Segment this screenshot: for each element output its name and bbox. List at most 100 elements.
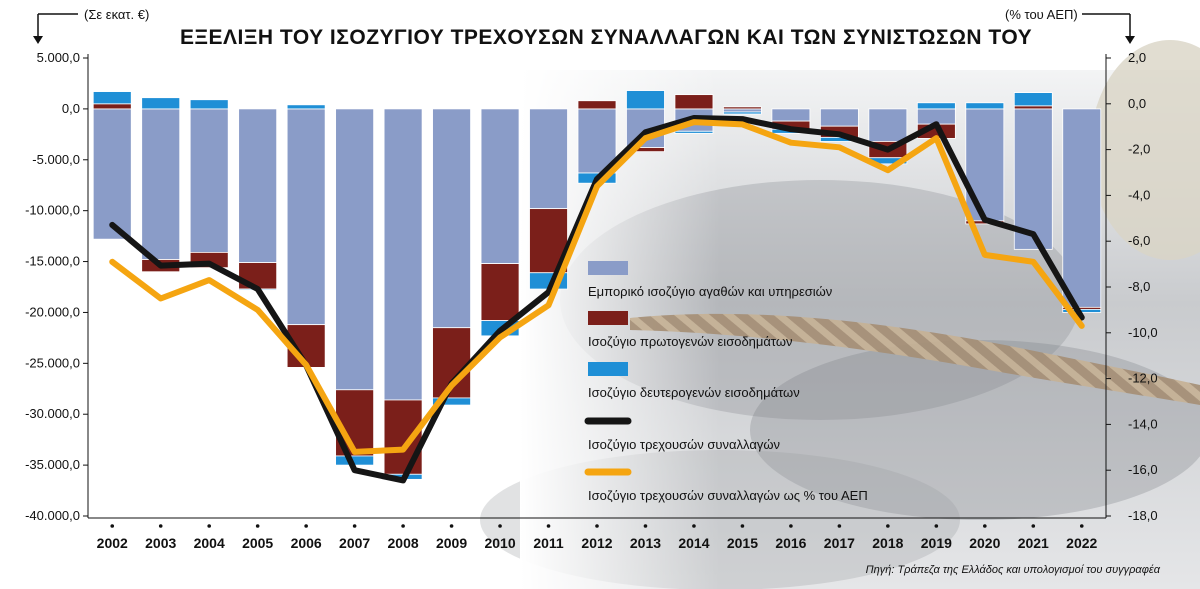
left-tick-label: -30.000,0 bbox=[25, 406, 80, 421]
bar-trade bbox=[771, 108, 811, 122]
x-tick-label: 2003 bbox=[145, 535, 176, 551]
axes: 5.000,0 0,0 -5.000,0 -10.000,0 -15.000,0 -20.… bbox=[25, 50, 1158, 551]
x-tick-label: 2015 bbox=[727, 535, 758, 551]
source-note: Πηγή: Τράπεζα της Ελλάδος και υπολογισμο… bbox=[866, 564, 1161, 576]
right-tick-label: -6,0 bbox=[1128, 233, 1150, 248]
bar-secondary bbox=[674, 130, 714, 134]
legend-swatch bbox=[588, 362, 628, 376]
bar-secondary bbox=[723, 111, 762, 115]
x-tick-dot bbox=[352, 524, 357, 528]
x-tick-label: 2005 bbox=[242, 535, 273, 551]
x-tick-dot bbox=[401, 524, 405, 528]
right-tick-label: -16,0 bbox=[1128, 462, 1158, 477]
x-tick-label: 2014 bbox=[678, 535, 709, 551]
right-tick-label: -2,0 bbox=[1128, 142, 1150, 157]
x-tick-label: 2013 bbox=[630, 535, 661, 551]
legend-swatch bbox=[588, 261, 628, 275]
chart-title: ΕΞΕΛΙΞΗ ΤΟΥ ΙΣΟΖΥΓΙΟΥ ΤΡΕΧΟΥΣΩΝ ΣΥΝΑΛΛΑΓ… bbox=[180, 26, 1032, 49]
x-tick-label: 2021 bbox=[1018, 535, 1049, 551]
x-tick-label: 2010 bbox=[484, 535, 515, 551]
bar-trade bbox=[965, 108, 1005, 222]
bar-secondary bbox=[92, 91, 132, 105]
bar-primary bbox=[383, 399, 423, 475]
x-tick-dot bbox=[449, 524, 454, 528]
lines bbox=[109, 115, 1085, 484]
right-tick-label: -4,0 bbox=[1128, 187, 1150, 202]
legend-label: Εμπορικό ισοζύγιο αγαθών και υπηρεσιών bbox=[588, 284, 832, 299]
x-tick-dot bbox=[740, 524, 745, 528]
x-tick-dot bbox=[207, 524, 211, 528]
left-tick-label: -25.000,0 bbox=[25, 355, 80, 370]
x-tick-dot bbox=[595, 524, 599, 528]
legend: Εμπορικό ισοζύγιο αγαθών και υπηρεσιών Ισ… bbox=[584, 261, 868, 503]
x-tick-dot bbox=[304, 524, 308, 528]
legend-swatch bbox=[588, 311, 628, 325]
x-tick-label: 2011 bbox=[533, 535, 564, 551]
bar-trade bbox=[92, 108, 132, 240]
legend-label: Ισοζύγιο τρεχουσών συναλλαγών bbox=[588, 437, 780, 452]
right-axis-unit: (% του ΑΕΠ) bbox=[1005, 7, 1078, 22]
x-tick-label: 2002 bbox=[97, 535, 128, 551]
left-tick-label: -15.000,0 bbox=[25, 254, 80, 269]
x-tick-label: 2012 bbox=[581, 535, 612, 551]
x-tick-dot bbox=[886, 524, 890, 528]
legend-label: Ισοζύγιο πρωτογενών εισοδημάτων bbox=[588, 334, 793, 349]
bar-trade bbox=[1013, 108, 1053, 250]
x-tick-dot bbox=[1031, 524, 1036, 528]
bar-trade bbox=[1062, 108, 1102, 308]
x-tick-dot bbox=[110, 524, 115, 528]
x-tick-label: 2019 bbox=[921, 535, 952, 551]
x-tick-label: 2009 bbox=[436, 535, 467, 551]
x-tick-dot bbox=[643, 524, 648, 528]
left-axis-unit: (Σε εκατ. €) bbox=[84, 7, 149, 22]
bar-trade bbox=[383, 108, 423, 401]
bar-primary bbox=[92, 103, 132, 110]
x-tick-dot bbox=[1079, 524, 1084, 528]
bar-trade bbox=[335, 108, 375, 391]
right-tick-label: -14,0 bbox=[1128, 416, 1158, 431]
bar-trade bbox=[238, 108, 278, 263]
bar-primary bbox=[674, 94, 714, 110]
bar-trade bbox=[141, 108, 181, 260]
x-tick-dot bbox=[789, 524, 793, 528]
left-unit-arrow-icon bbox=[33, 13, 78, 44]
x-tick-dot bbox=[255, 524, 260, 528]
x-tick-label: 2022 bbox=[1066, 535, 1097, 551]
x-tick-label: 2004 bbox=[194, 535, 225, 551]
bar-trade bbox=[529, 108, 568, 210]
x-tick-label: 2016 bbox=[775, 535, 806, 551]
current-account-line bbox=[109, 115, 1085, 484]
bar-trade bbox=[819, 108, 859, 127]
bar-trade bbox=[480, 108, 520, 264]
right-tick-label: -8,0 bbox=[1128, 279, 1150, 294]
x-tick-dot bbox=[934, 524, 939, 528]
left-tick-label: -35.000,0 bbox=[25, 457, 80, 472]
bar-secondary bbox=[189, 99, 229, 110]
bar-secondary bbox=[1013, 92, 1053, 107]
x-tick-label: 2020 bbox=[969, 535, 1000, 551]
bar-secondary bbox=[286, 104, 326, 110]
x-tick-label: 2018 bbox=[872, 535, 903, 551]
bar-primary bbox=[577, 100, 617, 110]
bar-secondary bbox=[141, 97, 181, 110]
x-tick-dot bbox=[983, 524, 987, 528]
x-tick-dot bbox=[546, 524, 551, 528]
x-tick-dot bbox=[498, 524, 502, 528]
left-tick-label: -10.000,0 bbox=[25, 203, 80, 218]
x-tick-label: 2006 bbox=[291, 535, 322, 551]
bar-primary bbox=[723, 106, 762, 110]
right-tick-label: -12,0 bbox=[1128, 371, 1158, 386]
bar-trade bbox=[723, 108, 762, 113]
legend-label: Ισοζύγιο τρεχουσών συναλλαγών ως % του Α… bbox=[588, 488, 868, 503]
bar-secondary bbox=[432, 397, 471, 406]
x-tick-dot bbox=[158, 524, 163, 528]
right-tick-label: -18,0 bbox=[1128, 508, 1158, 523]
right-tick-label: 0,0 bbox=[1128, 96, 1146, 111]
x-tick-label: 2017 bbox=[824, 535, 855, 551]
bar-secondary bbox=[916, 102, 956, 110]
x-tick-label: 2007 bbox=[339, 535, 370, 551]
right-tick-label: -10,0 bbox=[1128, 325, 1158, 340]
bar-trade bbox=[432, 108, 471, 329]
bar-secondary bbox=[965, 102, 1005, 110]
